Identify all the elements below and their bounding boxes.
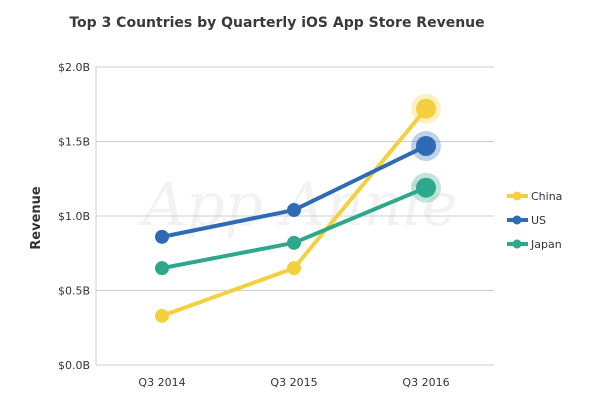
data-point [155, 229, 169, 244]
legend-item-china: China [507, 190, 562, 203]
legend-swatch-dot [512, 239, 522, 249]
data-point [287, 261, 301, 276]
data-point [287, 203, 301, 218]
x-tick-labels: Q3 2014 Q3 2015 Q3 2016 [138, 376, 449, 389]
y-tick-label: $1.0B [58, 210, 90, 223]
data-point [287, 235, 301, 250]
series-us [155, 130, 441, 244]
legend-label: China [531, 190, 562, 203]
data-point [155, 261, 169, 276]
y-tick-label: $2.0B [58, 61, 90, 74]
chart-title: Top 3 Countries by Quarterly iOS App Sto… [69, 15, 484, 31]
legend-label: US [531, 214, 546, 227]
legend-item-japan: Japan [507, 238, 562, 251]
data-point [416, 177, 436, 198]
legend-swatch-dot [512, 191, 522, 201]
series-japan [155, 172, 441, 276]
legend: China US Japan [507, 190, 562, 251]
legend-label: Japan [530, 238, 562, 251]
series-china [155, 93, 441, 323]
x-tick-label: Q3 2016 [402, 376, 449, 389]
y-axis-label: Revenue [29, 186, 44, 250]
y-tick-labels: $0.0B $0.5B $1.0B $1.5B $2.0B [58, 61, 90, 372]
data-point [155, 308, 169, 323]
series-group [155, 93, 441, 323]
y-tick-label: $0.5B [58, 285, 90, 298]
data-point [416, 135, 436, 156]
legend-item-us: US [507, 214, 546, 227]
legend-swatch-dot [512, 215, 522, 225]
y-tick-label: $0.0B [58, 359, 90, 372]
data-point [416, 98, 436, 119]
y-tick-label: $1.5B [58, 136, 90, 149]
x-tick-label: Q3 2014 [138, 376, 185, 389]
x-tick-label: Q3 2015 [270, 376, 317, 389]
